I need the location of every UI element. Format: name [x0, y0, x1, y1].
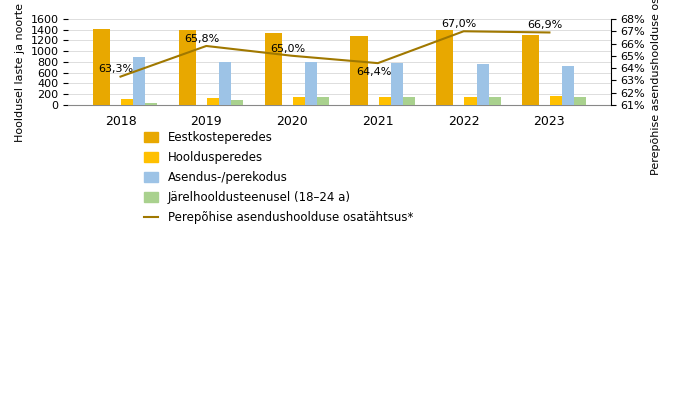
- Y-axis label: Perepõhise asendushoolduse osatähtsus: Perepõhise asendushoolduse osatähtsus: [651, 0, 661, 175]
- Text: 67,0%: 67,0%: [441, 19, 477, 29]
- Text: 65,8%: 65,8%: [185, 34, 220, 44]
- Bar: [464, 97, 477, 105]
- Bar: [403, 97, 415, 105]
- Bar: [550, 96, 562, 105]
- Bar: [391, 63, 403, 105]
- Bar: [293, 97, 305, 105]
- Bar: [575, 97, 586, 105]
- Bar: [93, 28, 110, 105]
- Bar: [207, 98, 219, 105]
- Bar: [145, 103, 158, 105]
- Bar: [477, 64, 489, 105]
- Bar: [264, 33, 282, 105]
- Bar: [122, 99, 133, 105]
- Bar: [219, 62, 231, 105]
- Bar: [562, 66, 575, 105]
- Text: 66,9%: 66,9%: [527, 20, 562, 30]
- Bar: [231, 100, 243, 105]
- Legend: Eestkosteperedes, Hooldusperedes, Asendus-/perekodus, Järelhooldusteenusel (18–2: Eestkosteperedes, Hooldusperedes, Asendu…: [139, 126, 418, 229]
- Bar: [317, 97, 329, 105]
- Bar: [522, 35, 539, 105]
- Bar: [489, 97, 500, 105]
- Bar: [133, 57, 145, 105]
- Y-axis label: Hooldusel laste ja noorte arv: Hooldusel laste ja noorte arv: [15, 0, 25, 142]
- Text: 65,0%: 65,0%: [270, 44, 306, 54]
- Bar: [179, 30, 196, 105]
- Bar: [379, 97, 391, 105]
- Bar: [436, 30, 454, 105]
- Text: 63,3%: 63,3%: [99, 64, 134, 74]
- Text: 64,4%: 64,4%: [356, 67, 391, 77]
- Bar: [350, 36, 368, 105]
- Bar: [305, 62, 317, 105]
